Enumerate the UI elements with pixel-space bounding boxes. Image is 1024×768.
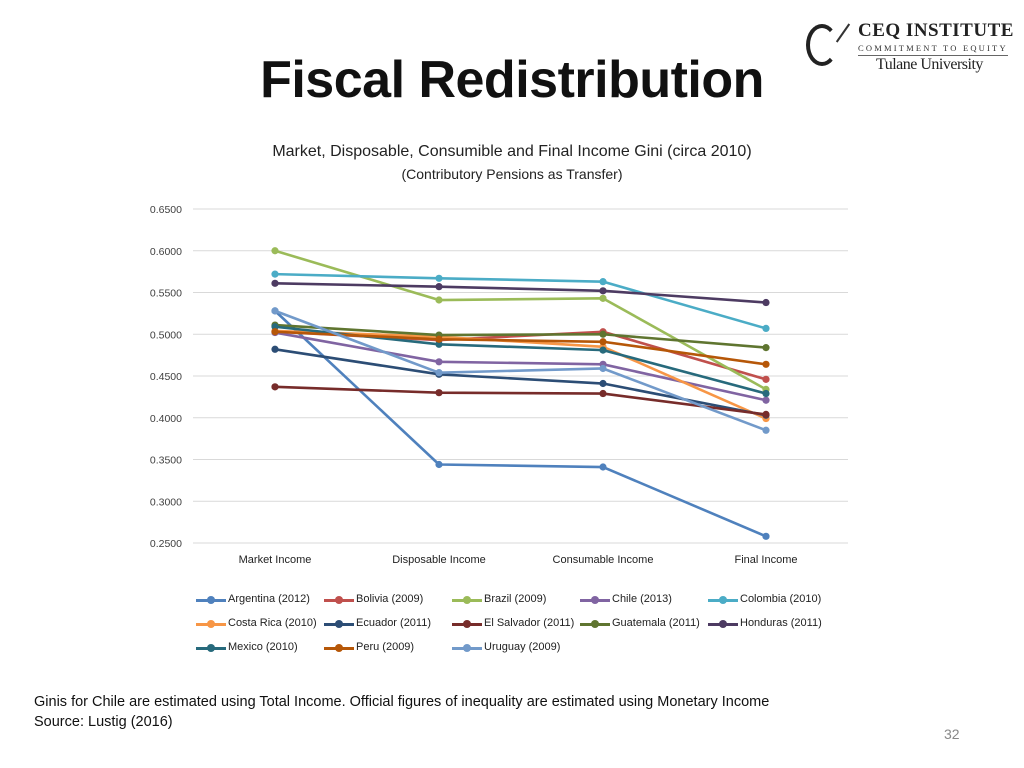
- series-line-7: [273, 385, 768, 416]
- legend-swatch: [196, 592, 226, 608]
- data-point: [271, 345, 279, 353]
- legend-label: Uruguay (2009): [484, 641, 561, 653]
- legend-label: Honduras (2011): [740, 617, 822, 629]
- data-point: [762, 375, 770, 383]
- data-point: [435, 296, 443, 304]
- y-tick-label: 0.3500: [150, 455, 182, 467]
- legend-swatch: [708, 592, 738, 608]
- series-line-0: [273, 309, 768, 538]
- data-point: [762, 410, 770, 419]
- data-point: [762, 344, 770, 352]
- series-line-9: [273, 282, 768, 304]
- legend-label: Ecuador (2011): [356, 617, 432, 629]
- footnote: Ginis for Chile are estimated using Tota…: [34, 692, 769, 732]
- series-line-4: [273, 272, 768, 330]
- x-tick-label: Disposable Income: [392, 554, 486, 566]
- legend-label: Guatemala (2011): [612, 617, 700, 629]
- chart-title: Market, Disposable, Consumible and Final…: [272, 143, 752, 160]
- data-point: [599, 346, 607, 354]
- series-line-8: [273, 323, 768, 349]
- data-point: [435, 340, 443, 348]
- legend-swatch: [324, 616, 354, 632]
- x-tick-label: Market Income: [239, 554, 312, 566]
- legend-label: Mexico (2010): [228, 641, 298, 653]
- series-line-11: [273, 330, 768, 366]
- data-point: [762, 298, 770, 307]
- slide-title: Fiscal Redistribution: [260, 51, 764, 109]
- series-line-12: [273, 309, 768, 432]
- data-point: [435, 335, 443, 343]
- ceq-c-mark-icon: [806, 24, 838, 66]
- legend-swatch: [708, 616, 738, 632]
- legend-swatch: [580, 616, 610, 632]
- ceq-logo: CEQ INSTITUTE COMMITMENT TO EQUITY Tulan…: [804, 20, 1014, 76]
- legend-label: Bolivia (2009): [356, 593, 424, 605]
- data-point: [599, 278, 607, 286]
- data-point: [762, 389, 770, 398]
- legend-label: El Salvador (2011): [484, 617, 575, 629]
- data-point: [435, 460, 443, 469]
- legend-label: Argentina (2012): [228, 593, 310, 605]
- data-point: [435, 369, 443, 377]
- data-point: [271, 328, 279, 336]
- logo-tagline: COMMITMENT TO EQUITY: [858, 43, 1008, 53]
- legend-label: Brazil (2009): [484, 593, 547, 605]
- data-point: [762, 426, 770, 434]
- y-tick-label: 0.5500: [150, 288, 182, 300]
- logo-university: Tulane University: [876, 56, 983, 73]
- logo-divider: [858, 55, 1008, 56]
- page-number: 32: [944, 726, 960, 742]
- data-point: [762, 324, 770, 333]
- y-tick-label: 0.6500: [150, 204, 182, 216]
- footnote-source: Source: Lustig (2016): [34, 714, 173, 730]
- legend-swatch: [452, 640, 482, 656]
- data-point: [762, 532, 770, 540]
- data-point: [271, 279, 279, 287]
- data-point: [271, 270, 279, 278]
- legend-swatch: [580, 592, 610, 608]
- legend-label: Colombia (2010): [740, 593, 822, 605]
- chart-subtitle: (Contributory Pensions as Transfer): [401, 166, 623, 182]
- y-tick-label: 0.2500: [150, 538, 182, 550]
- data-point: [599, 389, 607, 398]
- legend-label: Chile (2013): [612, 593, 672, 605]
- data-point: [435, 358, 443, 366]
- data-point: [435, 389, 443, 397]
- y-tick-label: 0.6000: [150, 246, 182, 258]
- data-point: [599, 463, 607, 471]
- legend-swatch: [196, 640, 226, 656]
- data-point: [271, 323, 279, 331]
- data-point: [762, 396, 770, 404]
- data-point: [599, 294, 607, 302]
- legend-label: Peru (2009): [356, 641, 415, 653]
- data-point: [599, 330, 607, 338]
- logo-name: CEQ INSTITUTE: [858, 20, 1014, 41]
- data-point: [271, 383, 279, 391]
- footnote-note: Ginis for Chile are estimated using Tota…: [34, 694, 770, 710]
- legend-swatch: [324, 640, 354, 656]
- legend-label: Costa Rica (2010): [228, 617, 317, 629]
- legend-swatch: [196, 616, 226, 632]
- data-point: [271, 247, 279, 255]
- data-point: [435, 274, 443, 282]
- y-tick-label: 0.4500: [150, 371, 182, 383]
- x-tick-label: Consumable Income: [553, 554, 654, 566]
- legend-swatch: [452, 616, 482, 632]
- legend-swatch: [324, 592, 354, 608]
- data-point: [599, 364, 607, 373]
- data-point: [599, 338, 607, 346]
- y-tick-label: 0.4000: [150, 413, 182, 425]
- data-point: [271, 307, 279, 315]
- legend-swatch: [452, 592, 482, 608]
- y-tick-label: 0.5000: [150, 329, 182, 341]
- data-point: [435, 283, 443, 291]
- data-point: [599, 287, 607, 295]
- data-point: [599, 379, 607, 388]
- x-tick-label: Final Income: [735, 554, 798, 566]
- y-tick-label: 0.3000: [150, 496, 182, 508]
- data-point: [762, 360, 770, 368]
- series-line-2: [273, 249, 768, 391]
